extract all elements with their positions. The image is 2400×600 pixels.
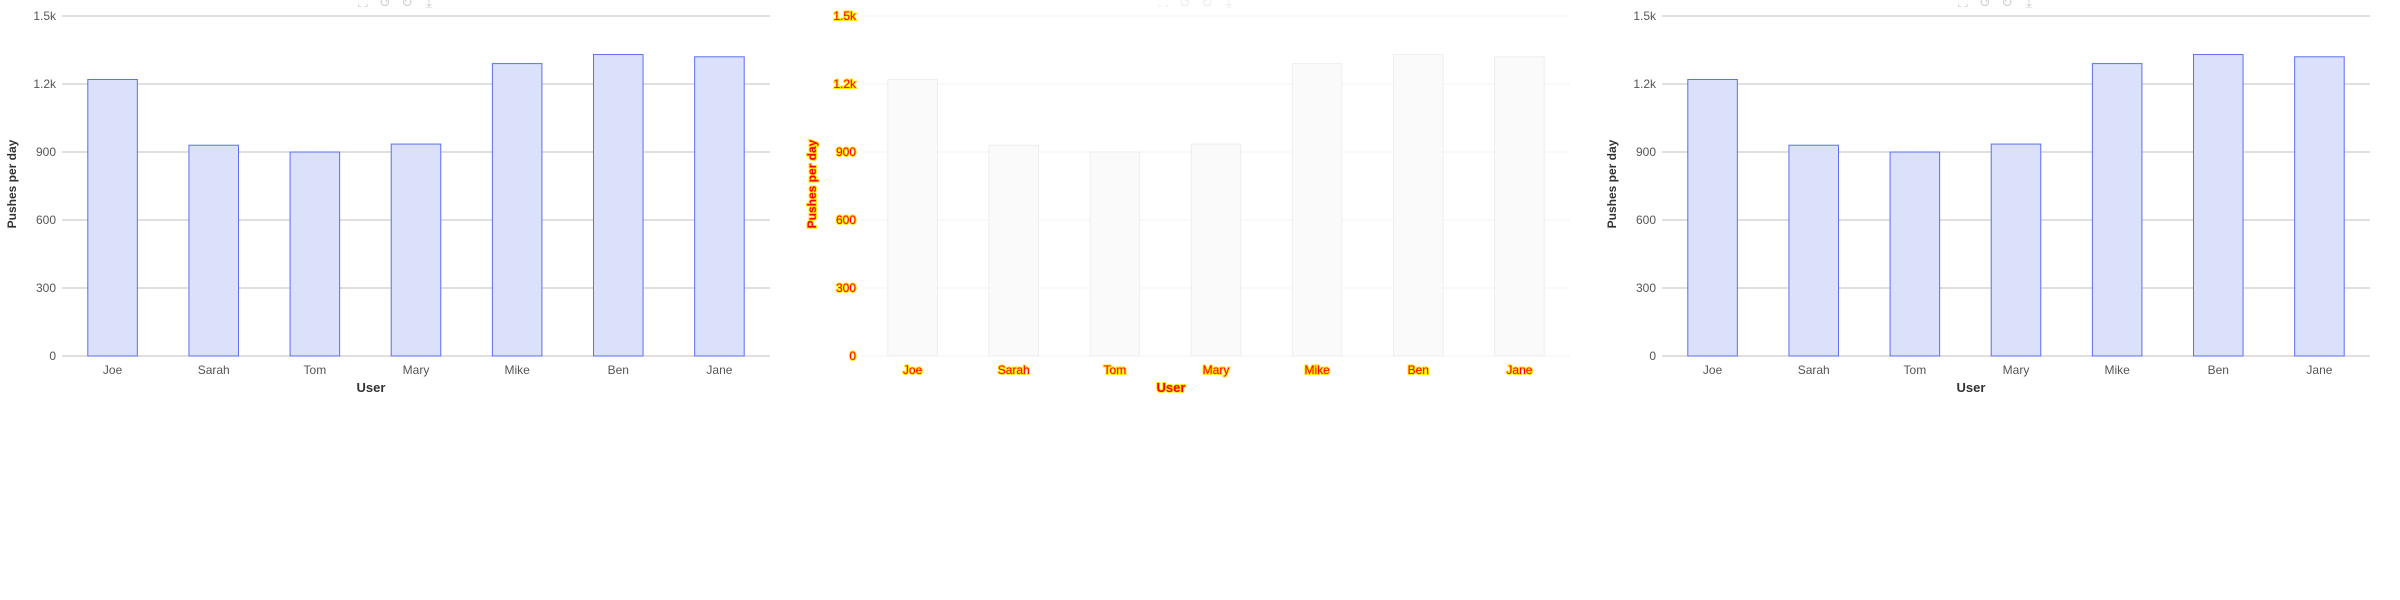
bar[interactable] <box>593 54 644 357</box>
y-tick-label: 1.2k <box>33 77 57 91</box>
bar[interactable] <box>2294 56 2345 357</box>
y-tick-label: 300 <box>836 281 856 295</box>
y-tick-label: 900 <box>836 145 856 159</box>
undo-icon[interactable]: ↺ <box>1979 0 1991 11</box>
y-tick-label: 1.2k <box>1633 77 1657 91</box>
y-tick-label: 900 <box>1636 145 1656 159</box>
y-tick-label: 600 <box>1636 213 1656 227</box>
y-axis-title: Pushes per day <box>5 139 19 228</box>
bar-chart-1: 0 300 600 900 1.2k 1.5k Joe Sarah Tom Mary Mike Ben… <box>5 9 770 395</box>
x-tick-label: Ben <box>608 363 629 377</box>
chart-toolbar: ⛶ ↺ ↻ ⤓ <box>1955 0 2037 10</box>
bar-chart-3: 0 300 600 900 1.2k 1.5k Joe Sarah Tom Mary Mike Ben… <box>1605 9 2370 395</box>
bar[interactable] <box>1089 151 1141 357</box>
x-tick-label: Sarah <box>1798 363 1830 377</box>
x-tick-label: Mary <box>1203 363 1230 377</box>
chart-panel-3: ⛶ ↺ ↻ ⤓ 0 300 600 900 1.2k 1.5k Joe Sarah Tom Mary Mi… <box>1600 0 2400 600</box>
x-axis-title: User <box>357 380 386 395</box>
x-tick-label: Joe <box>903 363 923 377</box>
bar[interactable] <box>988 144 1039 357</box>
bar[interactable] <box>1291 63 1343 357</box>
bar[interactable] <box>887 78 938 357</box>
bar[interactable] <box>1393 54 1444 357</box>
bar[interactable] <box>390 143 442 357</box>
y-tick-label: 1.5k <box>33 9 57 23</box>
bar[interactable] <box>1494 56 1545 357</box>
y-tick-label: 600 <box>36 213 56 227</box>
y-axis-title: Pushes per day <box>1605 139 1619 228</box>
y-tick-label: 0 <box>49 349 56 363</box>
bar-chart-2: 0 300 600 900 1.2k 1.5k Joe Sarah Tom Mary Mike Ben… <box>804 8 1570 396</box>
x-tick-label: Sarah <box>198 363 230 377</box>
bar[interactable] <box>289 151 341 357</box>
x-tick-label: Joe <box>1703 363 1723 377</box>
bar[interactable] <box>1990 143 2042 357</box>
x-tick-label: Ben <box>1408 363 1429 377</box>
chart-toolbar: ⛶ ↺ ↻ ⤓ <box>355 0 437 10</box>
x-tick-label: Jane <box>2306 363 2332 377</box>
bar[interactable] <box>87 78 138 357</box>
bar[interactable] <box>188 144 239 357</box>
download-icon[interactable]: ⤓ <box>425 0 433 11</box>
download-icon[interactable]: ⤓ <box>1225 0 1233 11</box>
chart-panel-2: ⛶ ↺ ↻ ⤓ 0 300 600 900 1.2k 1.5k Joe Sarah Tom Mary Mi… <box>800 0 1600 600</box>
zoom-box-icon[interactable]: ⛶ <box>1158 0 1168 11</box>
download-icon[interactable]: ⤓ <box>2025 0 2033 11</box>
y-tick-label: 1.5k <box>1633 9 1657 23</box>
y-tick-label: 0 <box>849 349 856 363</box>
refresh-icon[interactable]: ↻ <box>1201 0 1213 11</box>
x-tick-label: Sarah <box>998 363 1030 377</box>
bar[interactable] <box>1190 143 1242 357</box>
bar[interactable] <box>1788 144 1839 357</box>
bar[interactable] <box>694 56 745 357</box>
x-tick-label: Tom <box>1104 363 1127 377</box>
bar[interactable] <box>2091 63 2143 357</box>
x-tick-label: Mary <box>403 363 430 377</box>
y-tick-label: 600 <box>836 213 856 227</box>
x-tick-label: Mike <box>2104 363 2130 377</box>
zoom-box-icon[interactable]: ⛶ <box>1958 0 1968 11</box>
refresh-icon[interactable]: ↻ <box>401 0 413 11</box>
refresh-icon[interactable]: ↻ <box>2001 0 2013 11</box>
x-axis-title: User <box>1157 380 1186 395</box>
x-tick-label: Mike <box>504 363 530 377</box>
y-tick-label: 900 <box>36 145 56 159</box>
chart-toolbar: ⛶ ↺ ↻ ⤓ <box>1155 0 1237 10</box>
x-axis-title: User <box>1957 380 1986 395</box>
y-tick-label: 0 <box>1649 349 1656 363</box>
y-tick-label: 300 <box>36 281 56 295</box>
x-tick-label: Joe <box>103 363 123 377</box>
x-tick-label: Ben <box>2208 363 2229 377</box>
x-tick-label: Mike <box>1304 363 1330 377</box>
bar[interactable] <box>1687 78 1738 357</box>
y-tick-label: 300 <box>1636 281 1656 295</box>
undo-icon[interactable]: ↺ <box>379 0 391 11</box>
x-tick-label: Tom <box>304 363 327 377</box>
x-tick-label: Mary <box>2003 363 2030 377</box>
chart-panel-1: ⛶ ↺ ↻ ⤓ 0 300 600 900 1.2k 1.5k Joe Sarah Tom Mary Mi… <box>0 0 800 600</box>
bar[interactable] <box>2193 54 2244 357</box>
x-tick-label: Jane <box>1506 363 1532 377</box>
x-tick-label: Jane <box>706 363 732 377</box>
y-axis-title: Pushes per day <box>805 139 819 228</box>
y-tick-label: 1.5k <box>833 9 857 23</box>
bar[interactable] <box>1889 151 1941 357</box>
bar[interactable] <box>491 63 543 357</box>
y-tick-label: 1.2k <box>833 77 857 91</box>
undo-icon[interactable]: ↺ <box>1179 0 1191 11</box>
x-tick-label: Tom <box>1904 363 1927 377</box>
zoom-box-icon[interactable]: ⛶ <box>358 0 368 11</box>
